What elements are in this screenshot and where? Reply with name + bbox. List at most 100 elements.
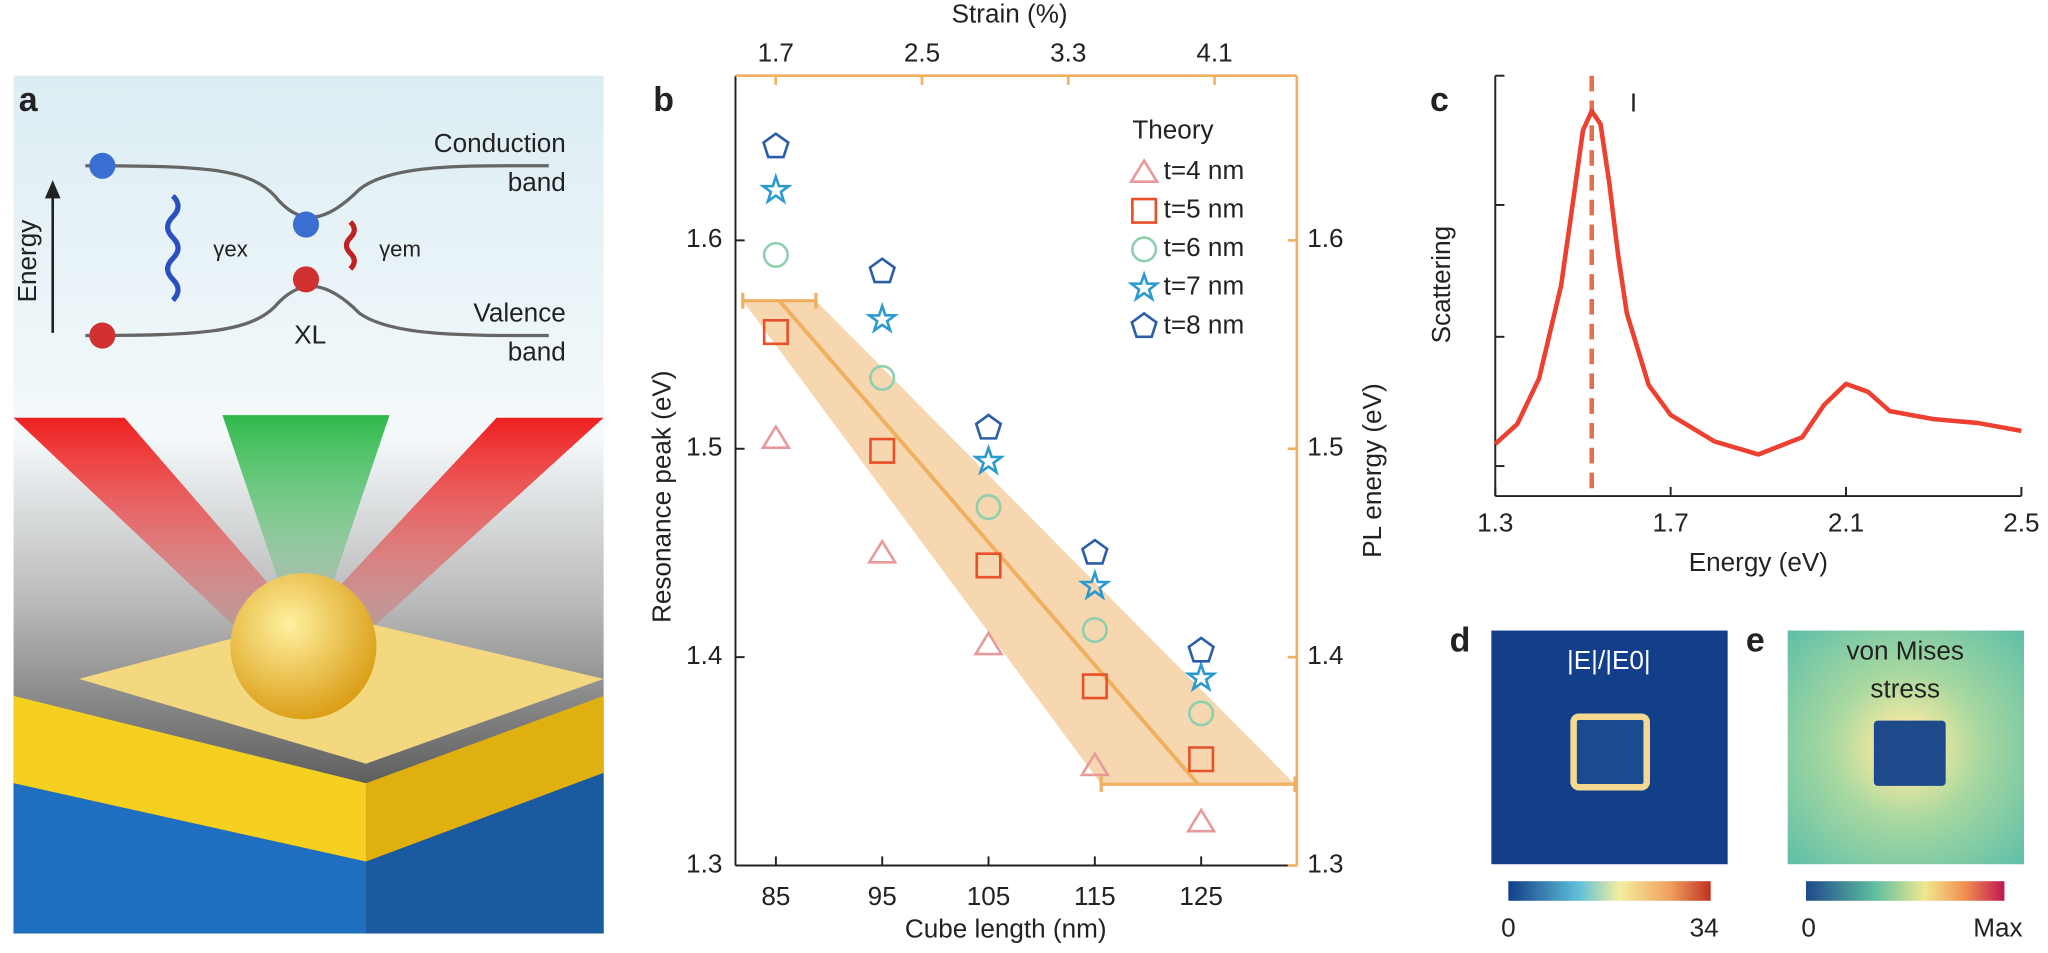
legend-label: t=6 nm (1164, 232, 1245, 262)
legend-title: Theory (1132, 115, 1213, 145)
y2-tick-label: 1.4 (1307, 640, 1343, 670)
line-series (1493, 108, 2022, 457)
marker (973, 630, 1004, 656)
band-label: band (508, 167, 566, 197)
marker (760, 424, 792, 450)
x-tick-label: 1.3 (1477, 508, 1513, 538)
x-axis-label: Cube length (nm) (905, 914, 1107, 944)
y2-axis-label: PL energy (eV) (1357, 383, 1387, 558)
colorbar-label: 0 (1501, 912, 1516, 942)
marker (868, 257, 897, 284)
y-tick-label: 1.4 (686, 640, 722, 670)
marker (1081, 616, 1108, 644)
y2-tick-label: 1.3 (1307, 848, 1343, 878)
marker (759, 172, 793, 205)
marker (869, 437, 896, 464)
x-axis-label: Energy (eV) (1689, 547, 1828, 577)
x-tick-label: 2.1 (1828, 508, 1864, 538)
marker (975, 552, 1002, 579)
marker (1188, 700, 1215, 727)
legend-marker (1131, 197, 1158, 224)
marker (1184, 660, 1218, 693)
band-label: Valence (473, 298, 565, 328)
hole (89, 322, 116, 349)
marker (1079, 751, 1111, 777)
y-tick-label: 1.6 (686, 223, 722, 253)
cube (1873, 720, 1946, 786)
marker (869, 364, 896, 391)
colorbar (1805, 881, 2005, 901)
nanocube (230, 573, 377, 720)
marker (974, 413, 1003, 440)
y2-tick-label: 1.5 (1307, 432, 1343, 462)
electron (89, 152, 116, 179)
wave (343, 220, 357, 271)
band-label: Conduction (434, 128, 566, 158)
x2-tick-label: 2.5 (904, 38, 940, 68)
legend-label: t=7 nm (1164, 271, 1245, 301)
exciton-label: XL (294, 320, 326, 350)
x-tick-label: 1.7 (1653, 508, 1689, 538)
fit-band (742, 300, 1296, 785)
x-tick-label: 85 (761, 881, 790, 911)
map-title: von Mises (1846, 636, 1963, 666)
marker (971, 443, 1006, 476)
beam (222, 415, 390, 601)
legend-label: t=4 nm (1164, 155, 1245, 185)
marker (1078, 568, 1112, 601)
x2-tick-label: 3.3 (1050, 38, 1086, 68)
marker (975, 494, 1002, 521)
marker (865, 301, 899, 334)
x-tick-label: 95 (868, 881, 897, 911)
marker (762, 241, 789, 268)
x-tick-label: 2.5 (2003, 508, 2039, 538)
marker (762, 318, 789, 346)
panel-label: c (1430, 81, 1449, 119)
legend-marker (1130, 311, 1158, 339)
y-axis-label: Resonance peak (eV) (647, 371, 677, 623)
legend-marker (1128, 158, 1160, 184)
wave (165, 193, 181, 303)
panel-label: e (1746, 621, 1765, 659)
x-tick-label: 125 (1179, 881, 1223, 911)
marker (1080, 538, 1109, 565)
marker (1081, 673, 1108, 700)
y2-tick-label: 1.6 (1307, 223, 1343, 253)
colorbar (1508, 881, 1711, 901)
beam (313, 417, 604, 640)
y-tick-label: 1.3 (686, 848, 722, 878)
substrate-side (366, 695, 604, 862)
map-title: |E|/|E0| (1567, 645, 1651, 675)
legend-label: t=8 nm (1164, 309, 1245, 339)
annotation: I (1630, 87, 1637, 117)
gamma-label: γem (379, 237, 421, 262)
x-tick-label: 115 (1074, 881, 1116, 911)
panel-label: b (653, 81, 674, 119)
map-title: stress (1870, 673, 1940, 703)
energy-label: Energy (12, 220, 42, 303)
substrate-base (13, 783, 367, 934)
hole (292, 266, 320, 293)
electron (292, 211, 320, 238)
marker (1187, 636, 1215, 663)
marker (1185, 807, 1217, 833)
legend-marker (1131, 236, 1158, 263)
fit-line (777, 299, 1200, 786)
marker (866, 538, 898, 564)
colorbar-label: 0 (1801, 912, 1816, 942)
substrate-base (366, 772, 604, 934)
x2-tick-label: 1.7 (758, 38, 794, 68)
x2-tick-label: 4.1 (1196, 38, 1232, 68)
marker (762, 132, 790, 159)
band-label: band (508, 337, 566, 367)
colorbar-label: 34 (1690, 912, 1719, 942)
y-tick-label: 1.5 (686, 432, 722, 462)
beam (13, 417, 295, 640)
legend-label: t=5 nm (1164, 194, 1245, 224)
unlabeled-ticks (1495, 74, 1505, 468)
cube-outline (1570, 713, 1650, 791)
marker (1188, 746, 1215, 773)
substrate-side (13, 695, 367, 862)
x2-axis-label: Strain (%) (952, 0, 1068, 29)
